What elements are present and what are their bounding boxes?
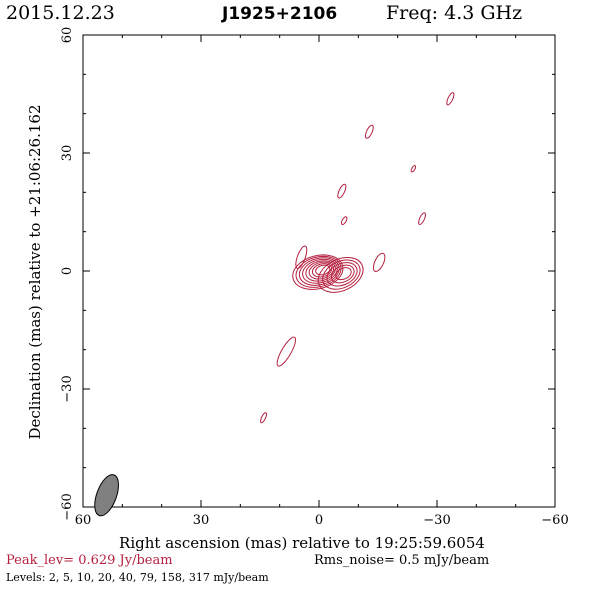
core-contour bbox=[330, 264, 355, 284]
frequency-label: Freq: 4.3 GHz bbox=[386, 2, 523, 24]
axis-ticks: 60 30 0 −30 −60 −60 −30 0 30 60 bbox=[60, 27, 569, 528]
axis-labels: Right ascension (mas) relative to 19:25:… bbox=[26, 104, 485, 552]
core-contour bbox=[311, 263, 333, 278]
jet-feature-contour bbox=[295, 245, 308, 269]
jet-feature-contour bbox=[340, 216, 348, 226]
jet-feature-contour bbox=[410, 165, 417, 173]
rms-noise: Rms_noise= 0.5 mJy/beam bbox=[314, 553, 490, 568]
contour-layer bbox=[260, 92, 455, 424]
source-name: J1925+2106 bbox=[222, 4, 338, 24]
y-tick-label: −30 bbox=[60, 375, 75, 402]
y-tick-label: 30 bbox=[60, 145, 75, 162]
restoring-beam bbox=[94, 474, 119, 517]
x-tick-label: −60 bbox=[541, 513, 568, 528]
beam-layer bbox=[94, 474, 119, 517]
y-tick-label: 60 bbox=[60, 27, 75, 44]
y-axis-label: Declination (mas) relative to +21:06:26.… bbox=[26, 104, 44, 439]
y-tick-label: −60 bbox=[60, 493, 75, 520]
x-axis-label: Right ascension (mas) relative to 19:25:… bbox=[119, 534, 485, 552]
jet-feature-contour bbox=[337, 183, 347, 199]
jet-feature-contour bbox=[418, 212, 426, 225]
core-contour bbox=[305, 260, 336, 282]
plot-frame bbox=[82, 34, 556, 508]
contour-levels: Levels: 2, 5, 10, 20, 40, 79, 158, 317 m… bbox=[6, 571, 269, 584]
core-contour bbox=[326, 262, 358, 287]
jet-feature-contour bbox=[372, 252, 386, 272]
jet-feature-contour bbox=[364, 124, 374, 139]
jet-feature-contour bbox=[276, 336, 297, 367]
core-contour bbox=[298, 257, 340, 286]
x-tick-label: 30 bbox=[193, 513, 210, 528]
peak-level: Peak_lev= 0.629 Jy/beam bbox=[6, 553, 173, 568]
core-contour bbox=[335, 267, 352, 281]
jet-feature-contour bbox=[446, 92, 455, 106]
core-contour bbox=[322, 259, 361, 290]
y-tick-label: 0 bbox=[60, 267, 75, 275]
x-tick-label: −30 bbox=[423, 513, 450, 528]
jet-feature-contour bbox=[260, 412, 267, 424]
x-tick-label: 0 bbox=[315, 513, 323, 528]
core-contour bbox=[317, 257, 364, 293]
observation-date: 2015.12.23 bbox=[6, 2, 115, 24]
x-tick-label: 60 bbox=[75, 513, 92, 528]
